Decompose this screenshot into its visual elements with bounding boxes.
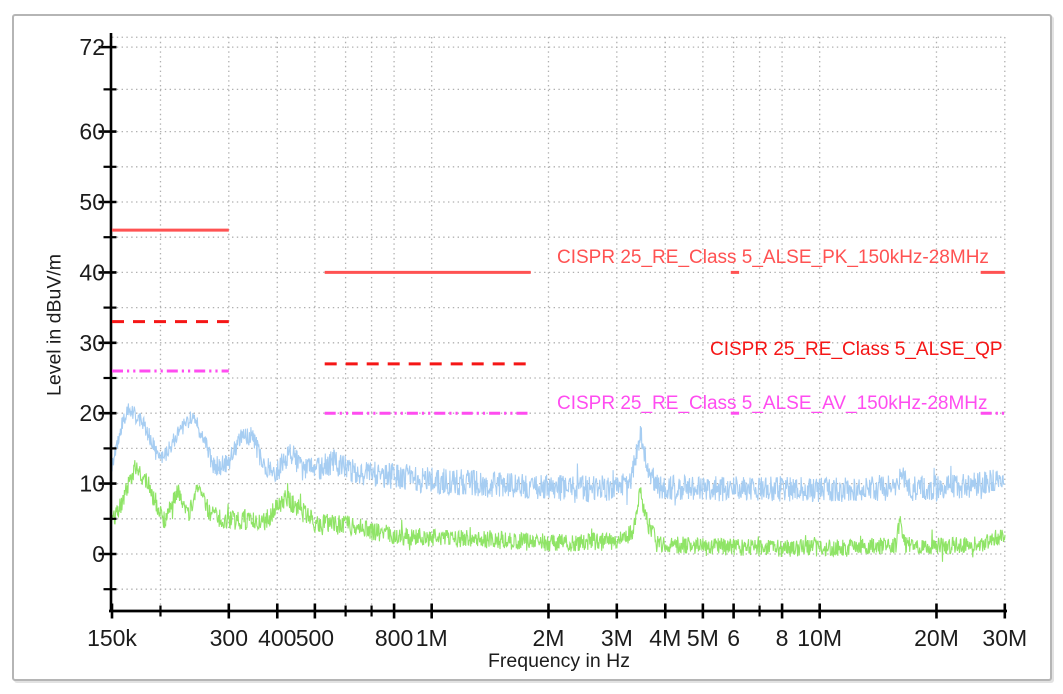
y-tick-label: 72 [79, 34, 105, 60]
y-tick-label: 40 [79, 259, 105, 285]
x-tick-label: 800 [375, 625, 413, 651]
grid-layer [112, 36, 1006, 610]
y-tick-label: 0 [92, 541, 105, 567]
y-tick-label: 20 [79, 400, 105, 426]
y-tick-label: 30 [79, 330, 105, 356]
chart-frame [12, 14, 1052, 681]
x-tick-label: 500 [296, 625, 334, 651]
measurement-peak-trace [111, 403, 1006, 506]
y-tick-label: 60 [79, 119, 105, 145]
y-tick-label: 10 [79, 471, 105, 497]
limit-line-layer [112, 228, 1005, 415]
x-tick-label: 20M [914, 625, 959, 651]
limit-label-peak: CISPR 25_RE_Class 5_ALSE_PK_150kHz-28MHz [557, 247, 989, 268]
axes-layer [98, 33, 1007, 619]
x-tick-label: 4M [649, 625, 681, 651]
measurement-average-trace [111, 460, 1006, 562]
y-axis-title: Level in dBuV/m [43, 254, 66, 396]
x-tick-label: 400 [258, 625, 296, 651]
limit-label-quasi-peak: CISPR 25_RE_Class 5_ALSE_QP [710, 339, 1003, 360]
x-tick-label: 6 [727, 625, 740, 651]
x-axis-title: Frequency in Hz [488, 650, 630, 672]
x-tick-label: 2M [532, 625, 564, 651]
tick-label-layer: 72 60 50 40 30 20 10 0 150k 300 400 500 800 1M 2M 3M 4M 5… [79, 34, 1027, 651]
x-tick-label: 300 [210, 625, 248, 651]
x-tick-label: 8 [776, 625, 789, 651]
x-tick-label: 150k [87, 625, 137, 651]
x-tick-label: 5M [687, 625, 719, 651]
limit-label-average: CISPR 25_RE_Class 5_ALSE_AV_150kHz-28MHz [557, 393, 988, 414]
x-tick-label: 1M [416, 625, 448, 651]
x-tick-label: 10M [797, 625, 842, 651]
trace-layer [111, 403, 1006, 562]
x-tick-label: 30M [982, 625, 1027, 651]
y-tick-label: 50 [79, 189, 105, 215]
x-tick-label: 3M [601, 625, 633, 651]
